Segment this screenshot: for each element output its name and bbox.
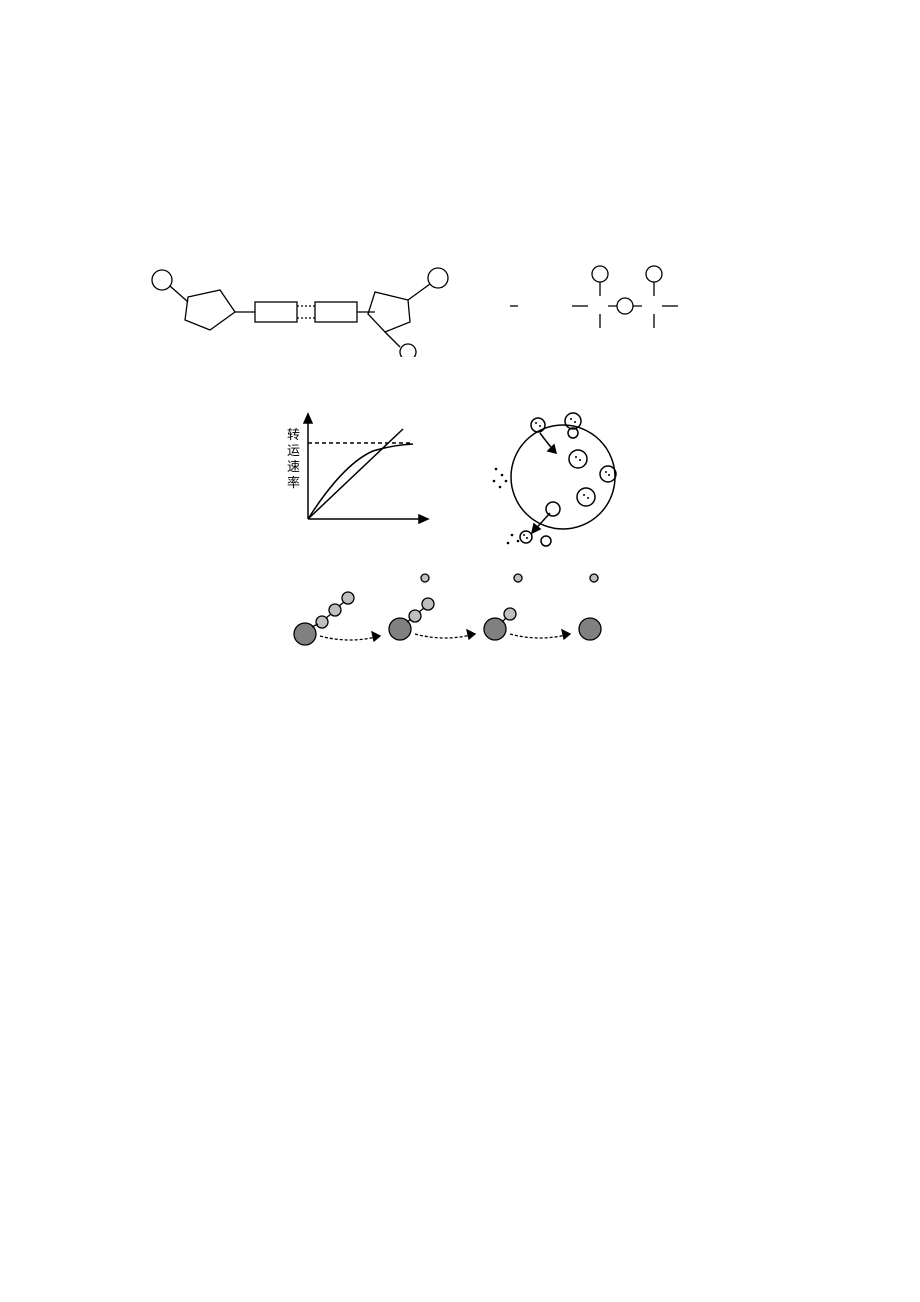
svg-text:转: 转 [287, 427, 300, 442]
q10-graph: 转 运 速 率 [273, 409, 438, 554]
svg-text:率: 率 [287, 475, 300, 490]
q8-opts-row1 [110, 178, 810, 214]
q8-opts-row2 [110, 214, 810, 250]
q9-fig-left [140, 262, 470, 357]
q10-cell [478, 409, 648, 554]
q6-options [110, 70, 810, 106]
q11-atp-diagram [280, 564, 640, 664]
q9-fig-right [510, 262, 740, 357]
q11-figure [110, 564, 810, 664]
q7-opts-row2 [110, 142, 810, 178]
q9-figure [140, 262, 810, 357]
svg-text:速: 速 [287, 459, 300, 474]
q7-opts-row1 [110, 106, 810, 142]
svg-text:运: 运 [287, 443, 300, 458]
q9-options [110, 363, 810, 399]
q10-figure: 转 运 速 率 [110, 409, 810, 554]
